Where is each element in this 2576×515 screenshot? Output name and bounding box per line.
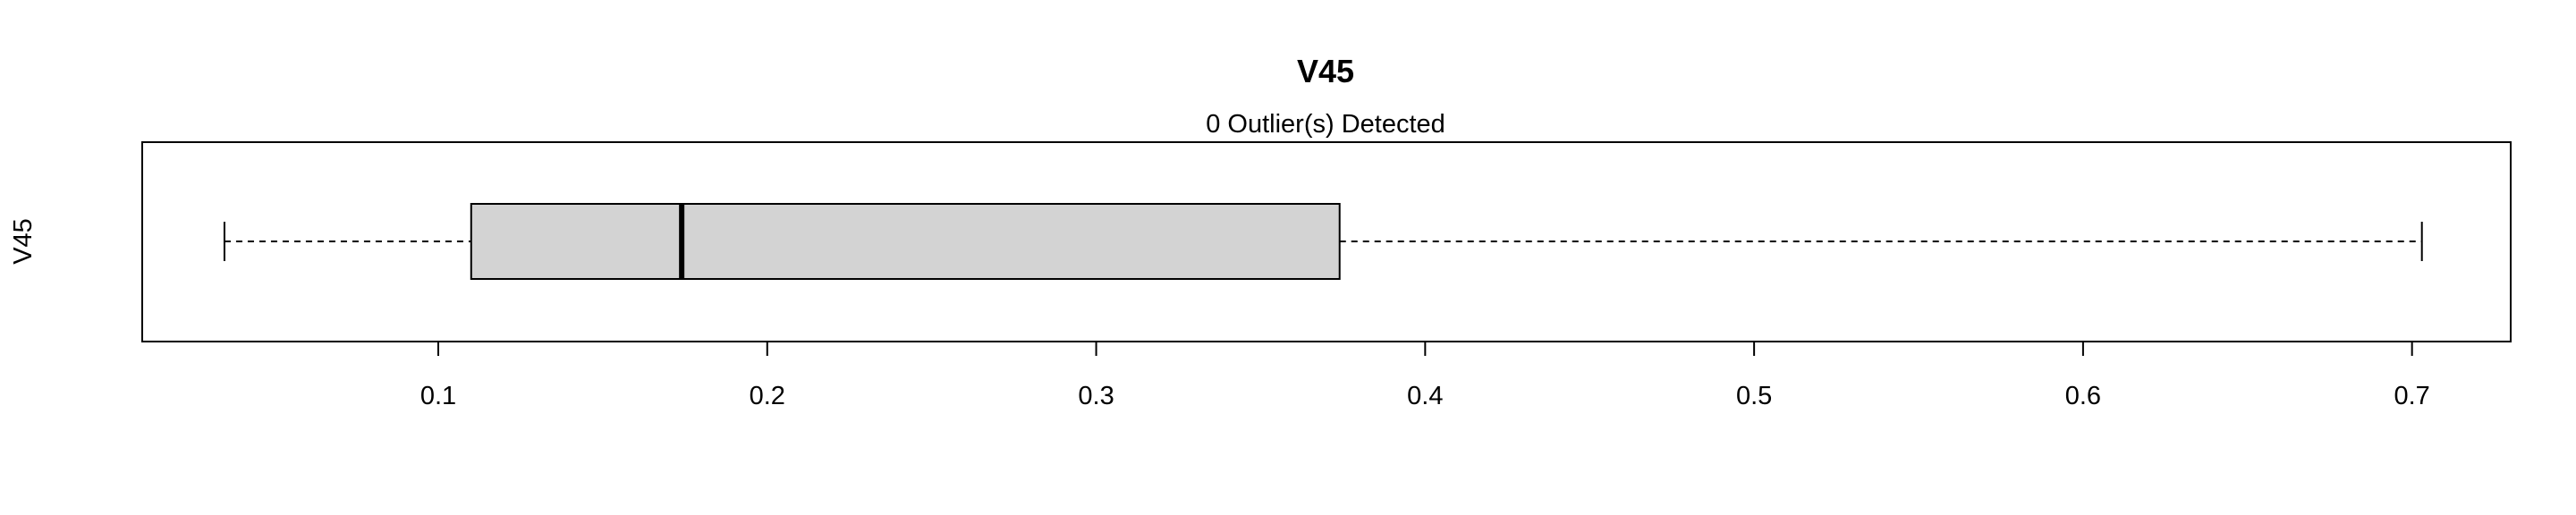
x-tick-label: 0.4 (1407, 382, 1443, 410)
x-tick-label: 0.1 (420, 382, 456, 410)
x-tick-label: 0.2 (750, 382, 785, 410)
iqr-box (470, 203, 1341, 280)
x-axis: 0.1 0.2 0.3 0.4 0.5 0.6 0.7 (420, 341, 2430, 410)
x-tick-label: 0.7 (2394, 382, 2430, 410)
x-tick-label: 0.3 (1078, 382, 1114, 410)
y-axis-label: V45 (9, 218, 38, 265)
x-tick-label: 0.6 (2065, 382, 2101, 410)
chart-subtitle: 0 Outlier(s) Detected (1206, 110, 1445, 139)
x-tick-label: 0.5 (1736, 382, 1772, 410)
chart-title: V45 (1297, 53, 1354, 89)
boxplot-marks (223, 203, 2423, 280)
